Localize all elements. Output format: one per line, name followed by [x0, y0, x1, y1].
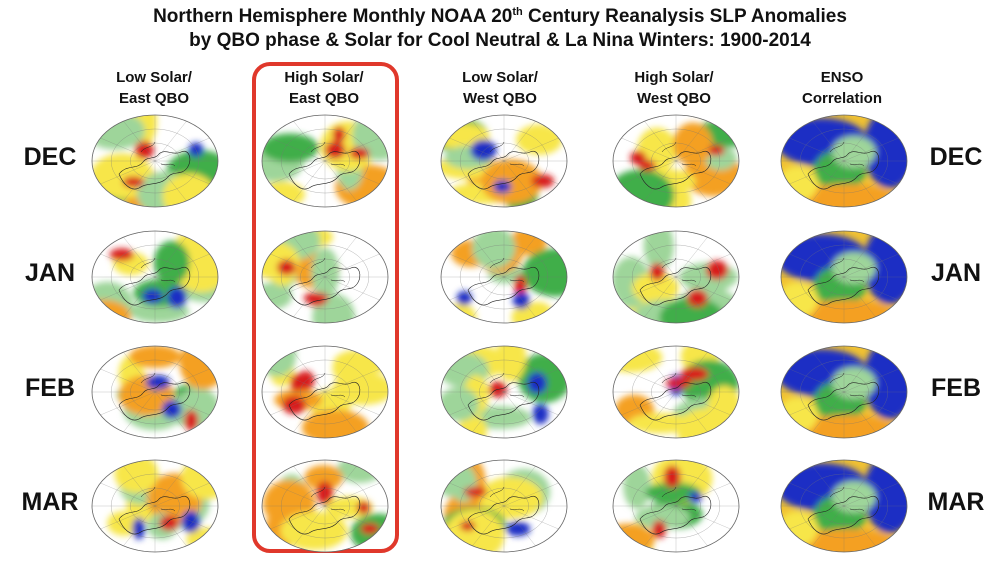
row-label-right-mar: MAR [927, 488, 985, 516]
slp-map-low-solar-east-qbo-feb [89, 343, 221, 441]
slp-map-high-solar-west-qbo-mar [610, 457, 742, 555]
slp-map-high-solar-east-qbo-feb [259, 343, 391, 441]
slp-map-high-solar-west-qbo-dec [610, 112, 742, 210]
slp-map-high-solar-east-qbo-mar [259, 457, 391, 555]
slp-map-enso-correlation-feb [778, 343, 910, 441]
slp-map-enso-correlation-mar [778, 457, 910, 555]
figure-title-line1: Northern Hemisphere Monthly NOAA 20th Ce… [153, 6, 847, 27]
row-label-left-jan: JAN [24, 259, 75, 287]
slp-map-high-solar-east-qbo-dec [259, 112, 391, 210]
slp-map-high-solar-west-qbo-jan [610, 228, 742, 326]
column-header-low-solar-west-qbo: Low Solar/West QBO [462, 69, 538, 107]
slp-map-low-solar-west-qbo-mar [438, 457, 570, 555]
column-header-low-solar-east-qbo: Low Solar/East QBO [116, 69, 192, 107]
slp-map-low-solar-east-qbo-jan [89, 228, 221, 326]
column-header-high-solar-west-qbo: High Solar/West QBO [634, 69, 714, 107]
slp-map-low-solar-west-qbo-jan [438, 228, 570, 326]
figure-title-line2: by QBO phase & Solar for Cool Neutral & … [189, 30, 811, 51]
slp-map-enso-correlation-dec [778, 112, 910, 210]
slp-map-high-solar-east-qbo-jan [259, 228, 391, 326]
row-label-right-dec: DEC [929, 143, 983, 171]
row-label-left-feb: FEB [25, 374, 75, 402]
slp-map-low-solar-west-qbo-dec [438, 112, 570, 210]
row-label-left-dec: DEC [23, 143, 77, 171]
column-header-high-solar-east-qbo: High Solar/East QBO [284, 69, 364, 107]
slp-map-enso-correlation-jan [778, 228, 910, 326]
slp-map-low-solar-west-qbo-feb [438, 343, 570, 441]
row-label-right-feb: FEB [931, 374, 981, 402]
column-header-enso-correlation: ENSO Correlation [801, 69, 882, 107]
row-label-right-jan: JAN [930, 259, 981, 287]
slp-map-low-solar-east-qbo-dec [89, 112, 221, 210]
slp-map-low-solar-east-qbo-mar [89, 457, 221, 555]
row-label-left-mar: MAR [21, 488, 79, 516]
slp-map-high-solar-west-qbo-feb [610, 343, 742, 441]
